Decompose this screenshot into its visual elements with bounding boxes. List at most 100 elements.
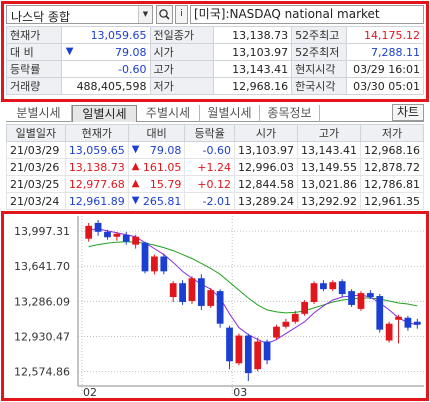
row-date: 21/03/26 (6, 158, 66, 176)
open-value: 13,103.97 (213, 43, 293, 61)
chart-button[interactable]: 차트 (392, 104, 424, 121)
tab-minute-quotes[interactable]: 분별시세 (6, 105, 72, 122)
candle-body (94, 222, 102, 232)
row-open: 12,996.03 (234, 158, 298, 176)
row-high: 13,143.41 (297, 141, 361, 159)
moving-average-short (88, 228, 418, 345)
row-low: 12,878.72 (359, 158, 425, 176)
candle-body (320, 283, 327, 290)
week52-low-value: 7,288.11 (346, 43, 424, 61)
candle-body (291, 313, 299, 322)
chart-panel-frame (1, 211, 429, 401)
row-low: 12,786.81 (359, 175, 425, 193)
search-button[interactable] (156, 5, 173, 24)
candle-body (385, 323, 393, 341)
candle-body (235, 335, 243, 364)
tab-stock-info[interactable]: 종목정보 (260, 105, 320, 122)
row-rate: +1.24 (184, 158, 236, 176)
quote-row: 현재가 13,059.65 전일종가 13,138.73 52주최고 14,17… (6, 26, 424, 44)
table-row[interactable]: 21/03/25 12,977.68 ▲ 15.79 +0.12 12,844.5… (6, 175, 425, 193)
chevron-down-icon[interactable]: ▼ (138, 6, 152, 23)
change-rate-value: -0.60 (60, 60, 151, 78)
candle-body (413, 321, 421, 325)
price-chart[interactable]: 13,997.31 13,641.70 13,286.09 12,930.47 12,5… (4, 214, 426, 399)
candle-body (207, 290, 215, 306)
row-high: 13,149.55 (297, 158, 361, 176)
column-header-date[interactable]: 일별일자 (6, 124, 66, 142)
stock-selector-value: 나스닥 종합 (11, 10, 71, 24)
moving-average-long (88, 241, 418, 314)
tab-monthly-quotes[interactable]: 월별시세 (200, 105, 260, 122)
up-arrow-icon: ▲ (131, 177, 140, 189)
row-change: ▲ 15.79 (127, 175, 186, 193)
candle-body (263, 341, 271, 361)
prev-close-label: 전일종가 (149, 26, 215, 44)
candle-body (141, 242, 149, 272)
column-header-price[interactable]: 현재가 (64, 124, 129, 142)
candle-body (151, 256, 158, 272)
candle-body (338, 281, 346, 295)
candle-body (310, 283, 318, 302)
row-price: 13,138.73 (64, 158, 129, 176)
row-open: 13,103.97 (234, 141, 298, 159)
y-tick-label: 13,286.09 (14, 295, 70, 308)
column-header-change[interactable]: 대비 (127, 124, 186, 142)
candle-body (301, 301, 309, 314)
low-value: 12,968.16 (213, 77, 293, 95)
row-rate: -2.01 (184, 192, 236, 210)
column-header-high[interactable]: 고가 (297, 124, 361, 142)
y-tick-label: 13,997.31 (14, 225, 70, 238)
candle-body (122, 234, 130, 242)
row-high: 13,021.86 (297, 175, 361, 193)
market-name-field: [미국]:NASDAQ national market (190, 5, 424, 24)
candle-body (244, 335, 252, 374)
down-arrow-icon: ▼ (65, 45, 74, 57)
y-tick-label: 13,641.70 (14, 260, 70, 273)
volume-value: 488,405,598 (60, 77, 151, 95)
stock-selector[interactable]: 나스닥 종합 ▼ (6, 5, 153, 24)
local-time-label: 현지시각 (291, 60, 347, 78)
table-header-row: 일별일자 현재가 대비 등락율 시가 고가 저가 (6, 124, 425, 142)
candle-body (226, 327, 233, 362)
stock-info-button[interactable]: i (175, 5, 188, 24)
row-rate: +0.12 (184, 175, 236, 193)
candle-body (254, 341, 262, 370)
change-amount: 79.08 (115, 45, 147, 59)
quote-row: 대 비 ▼ 79.08 시가 13,103.97 52주최저 7,288.11 (6, 43, 424, 61)
x-tick-label: 03 (233, 386, 247, 398)
row-high: 13,292.92 (297, 192, 361, 210)
candle-body (169, 283, 177, 298)
row-change: ▲ 161.05 (127, 158, 186, 176)
search-icon (159, 9, 170, 20)
quote-tabs: 분별시세 일별시세 주별시세 월별시세 종목정보 차트 (6, 104, 424, 122)
tab-weekly-quotes[interactable]: 주별시세 (137, 105, 200, 122)
candle-body (160, 256, 168, 272)
row-date: 21/03/25 (6, 175, 66, 193)
row-change-value: 79.08 (149, 143, 182, 157)
column-header-open[interactable]: 시가 (234, 124, 298, 142)
candle-body (348, 291, 355, 305)
tab-daily-quotes[interactable]: 일별시세 (72, 105, 137, 122)
y-tick-label: 12,930.47 (14, 331, 70, 344)
change-value: ▼ 79.08 (60, 43, 151, 61)
candle-body (376, 296, 384, 330)
table-row[interactable]: 21/03/29 13,059.65 ▼ 79.08 -0.60 13,103.9… (6, 141, 425, 159)
search-row: 나스닥 종합 ▼ i [미국]:NASDAQ national market (6, 5, 424, 24)
column-header-rate[interactable]: 등락율 (184, 124, 236, 142)
candle-body (395, 316, 402, 320)
table-row[interactable]: 21/03/26 13,138.73 ▲ 161.05 +1.24 12,996.… (6, 158, 425, 176)
local-time-value: 03/29 16:01 (346, 60, 424, 78)
quote-panel-frame (1, 1, 429, 102)
current-price-label: 현재가 (6, 26, 62, 44)
prev-close-value: 13,138.73 (213, 26, 293, 44)
quote-table: 현재가 13,059.65 전일종가 13,138.73 52주최고 14,17… (6, 26, 424, 95)
down-arrow-icon: ▼ (131, 143, 140, 155)
week52-high-value: 14,175.12 (346, 26, 424, 44)
table-row[interactable]: 21/03/24 12,961.89 ▼ 265.81 -2.01 13,289.… (6, 192, 425, 210)
column-header-low[interactable]: 저가 (359, 124, 425, 142)
volume-label: 거래량 (6, 77, 62, 95)
candle-body (273, 326, 280, 338)
daily-quotes-table: 일별일자 현재가 대비 등락율 시가 고가 저가 21/03/29 13,059… (6, 124, 425, 210)
korea-time-label: 한국시각 (291, 77, 347, 95)
row-low: 12,961.35 (359, 192, 425, 210)
